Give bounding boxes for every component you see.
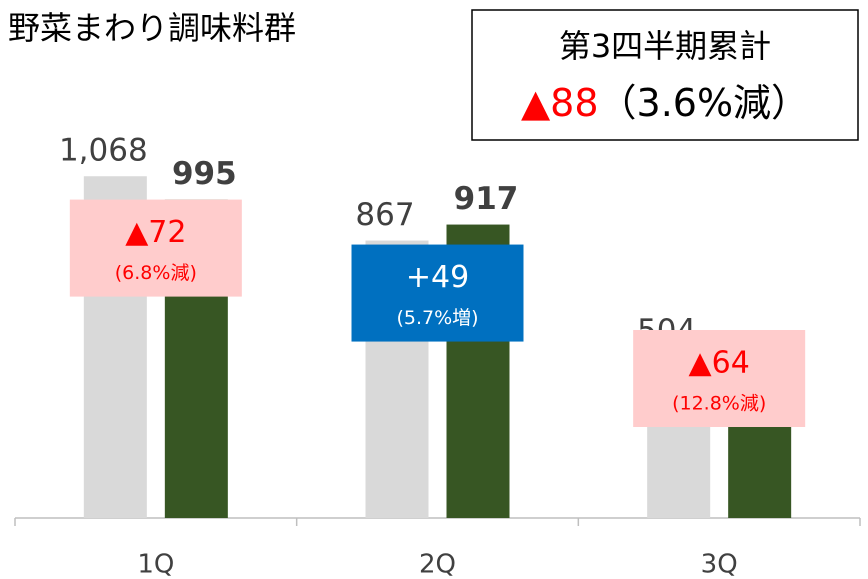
- annotation-pct: (6.8%減): [115, 262, 197, 284]
- prior-value-label: 1,068: [59, 133, 148, 169]
- annotation-box: [69, 199, 242, 297]
- x-tick-label: 1Q: [137, 550, 174, 579]
- summary-label: 第3四半期累計: [559, 27, 771, 65]
- annotation-box: [351, 244, 524, 342]
- annotation-change: ▲64: [689, 346, 750, 381]
- summary-value: ▲88（3.6%減）: [521, 81, 809, 125]
- summary-box: [471, 9, 859, 141]
- annotation-pct: (5.7%増): [396, 307, 478, 329]
- current-value-label: 995: [172, 156, 237, 192]
- x-tick-label: 3Q: [701, 550, 738, 579]
- prior-value-label: 867: [355, 197, 414, 233]
- x-tick-label: 2Q: [419, 550, 456, 579]
- annotation-box: [633, 330, 806, 427]
- summary-change: ▲88: [521, 81, 599, 125]
- chart-title: 野菜まわり調味料群: [8, 9, 296, 47]
- current-value-label: 917: [454, 181, 519, 217]
- annotation-change: +49: [406, 260, 469, 295]
- annotation-change: ▲72: [125, 215, 186, 250]
- summary-pct: （3.6%減）: [599, 81, 810, 125]
- annotation-pct: (12.8%減): [672, 393, 766, 415]
